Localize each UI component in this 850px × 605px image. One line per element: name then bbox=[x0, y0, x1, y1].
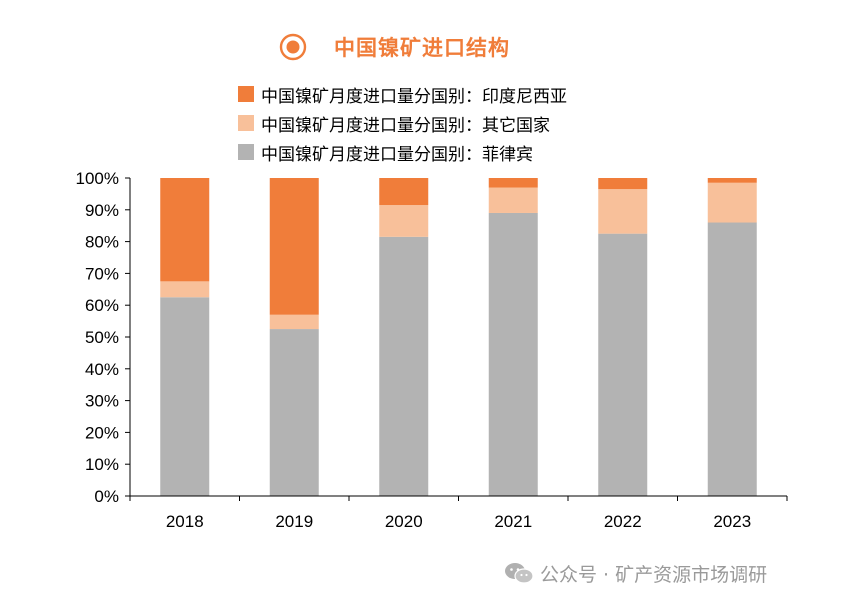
bar-segment bbox=[598, 189, 648, 234]
bar-segment bbox=[269, 329, 319, 496]
bullseye-icon bbox=[279, 33, 307, 61]
bar-segment bbox=[269, 314, 319, 330]
legend-label: 中国镍矿月度进口量分国别：其它国家 bbox=[261, 116, 550, 136]
y-tick-label: 30% bbox=[85, 392, 119, 411]
legend-swatch bbox=[238, 86, 254, 102]
bar-segment bbox=[379, 236, 429, 496]
y-tick-label: 70% bbox=[85, 264, 119, 283]
bar-segment bbox=[707, 178, 757, 183]
legend-swatch bbox=[238, 115, 254, 131]
bar-segment bbox=[160, 297, 210, 496]
bar-segment bbox=[488, 187, 538, 213]
wechat-icon bbox=[505, 563, 534, 584]
y-tick-label: 0% bbox=[94, 487, 119, 506]
watermark-text: 公众号 · 矿产资源市场调研 bbox=[540, 564, 768, 586]
legend-swatch bbox=[238, 144, 254, 160]
x-tick-label: 2022 bbox=[604, 512, 642, 531]
legend-label: 中国镍矿月度进口量分国别：菲律宾 bbox=[261, 145, 533, 165]
x-tick-label: 2020 bbox=[385, 512, 423, 531]
bar-segment bbox=[707, 182, 757, 223]
legend-label: 中国镍矿月度进口量分国别：印度尼西亚 bbox=[261, 87, 567, 107]
x-tick-label: 2021 bbox=[494, 512, 532, 531]
bar-segment bbox=[598, 178, 648, 190]
x-tick-label: 2019 bbox=[275, 512, 313, 531]
bar-segment bbox=[707, 222, 757, 496]
title-area: 中国镍矿进口结构 bbox=[0, 28, 850, 68]
y-tick-label: 90% bbox=[85, 201, 119, 220]
chart-title: 中国镍矿进口结构 bbox=[334, 35, 510, 60]
bar-segment bbox=[160, 281, 210, 298]
x-tick-label: 2023 bbox=[713, 512, 751, 531]
bar-segment bbox=[488, 178, 538, 188]
bar-segment bbox=[488, 212, 538, 497]
bar-segment bbox=[379, 205, 429, 237]
y-tick-label: 10% bbox=[85, 455, 119, 474]
x-tick-label: 2018 bbox=[166, 512, 204, 531]
bar-segment bbox=[160, 178, 210, 282]
y-tick-label: 80% bbox=[85, 233, 119, 252]
y-tick-label: 40% bbox=[85, 360, 119, 379]
y-tick-label: 50% bbox=[85, 328, 119, 347]
y-tick-label: 60% bbox=[85, 296, 119, 315]
bar-segment bbox=[269, 178, 319, 315]
y-tick-label: 20% bbox=[85, 423, 119, 442]
y-tick-label: 100% bbox=[76, 169, 119, 188]
bar-segment bbox=[379, 178, 429, 206]
bar-segment bbox=[598, 233, 648, 496]
